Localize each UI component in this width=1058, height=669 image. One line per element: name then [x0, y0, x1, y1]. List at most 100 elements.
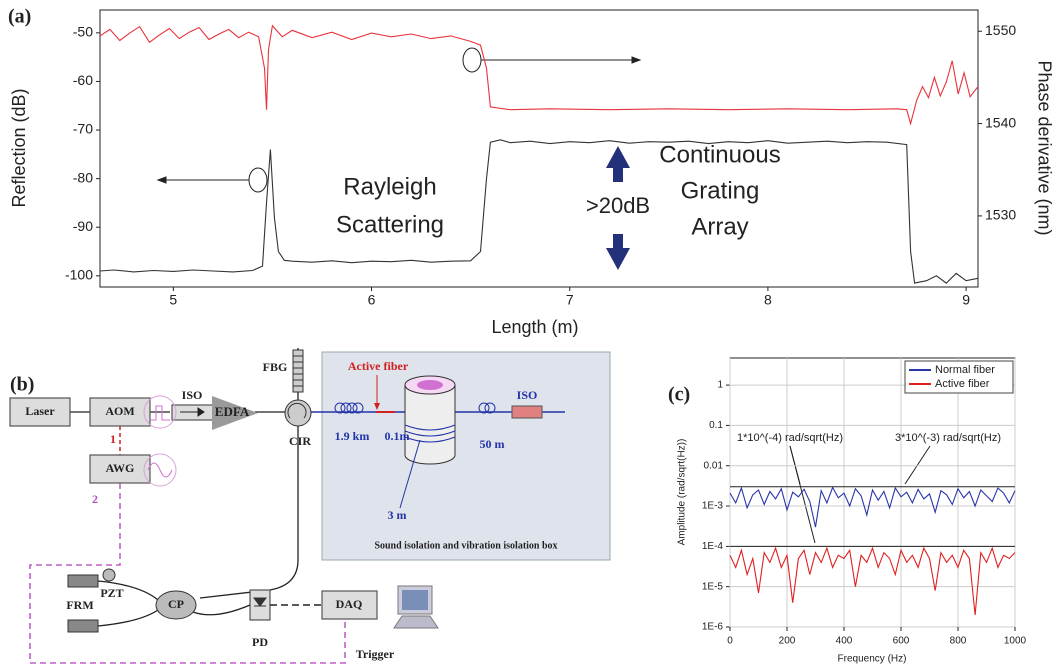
series-line [99, 24, 979, 126]
label: 1.9 km [335, 429, 370, 443]
x-tick-label: 1000 [1004, 636, 1027, 647]
label: Laser [25, 404, 55, 418]
frm [67, 619, 99, 633]
label: Active fiber [348, 359, 409, 373]
x-tick-label: 9 [962, 292, 970, 308]
y-tick-label: -70 [73, 121, 93, 137]
awg-box [89, 454, 151, 484]
circulator [284, 399, 312, 427]
y-axis-label: Amplitude (rad/sqrt(Hz)) [677, 439, 688, 546]
arrowhead [631, 56, 642, 64]
y2-tick-label: 1540 [985, 114, 1016, 130]
y-tick-label: 0.01 [704, 460, 724, 471]
panel-label: (a) [8, 6, 31, 28]
y2-axis-label: Phase derivative (nm) [1034, 60, 1054, 235]
marker-circle [248, 167, 268, 193]
legend-label: Active fiber [935, 378, 990, 390]
fiber-spool [334, 402, 496, 414]
plot-frame [99, 9, 979, 288]
x-axis-label: Frequency (Hz) [838, 654, 907, 665]
sine-icon [143, 453, 177, 487]
annotation: Scattering [336, 211, 444, 238]
fbg-grating [293, 355, 303, 387]
panel-c-arrows [789, 445, 931, 544]
annotation: Continuous [659, 141, 780, 168]
y-tick-label: -60 [73, 72, 93, 88]
label: 1 [110, 432, 116, 446]
annotation: >20dB [586, 193, 650, 218]
label: ISO [517, 388, 538, 402]
pointer-head [374, 403, 380, 410]
label: 3 m [388, 508, 407, 522]
label: FRM [66, 598, 93, 612]
x-tick-label: 5 [169, 292, 177, 308]
x-tick-label: 7 [566, 292, 574, 308]
caption: Sound isolation and vibration isolation … [374, 540, 557, 551]
label: FBG [263, 360, 288, 374]
y-tick-label: -90 [73, 218, 93, 234]
panel-label: (c) [668, 384, 690, 406]
fbg [292, 349, 304, 393]
label: Trigger [356, 647, 395, 661]
label: CP [168, 597, 184, 611]
x-tick-label: 8 [764, 292, 772, 308]
y-tick-label: -80 [73, 169, 93, 185]
label: AOM [105, 404, 134, 418]
y-tick-label: -50 [73, 24, 93, 40]
series-line [729, 486, 1016, 528]
fiber-cylinder [404, 375, 456, 465]
x-tick-label: 400 [836, 636, 853, 647]
label: EDFA [215, 404, 250, 419]
diode-symbol [253, 597, 267, 607]
label: 50 m [480, 437, 505, 451]
circulator-arrow [287, 402, 307, 419]
x-tick-label: 6 [368, 292, 376, 308]
computer-icon [393, 585, 439, 629]
series-line [99, 139, 979, 284]
y-tick-label: 0.1 [709, 420, 723, 431]
y-tick-label: 1E-4 [702, 541, 724, 552]
coupler [155, 590, 197, 620]
pulse-shape [150, 405, 170, 421]
panel-label: (b) [10, 374, 34, 396]
y2-tick-label: 1550 [985, 22, 1016, 38]
annotation: Grating [681, 177, 760, 204]
label: DAQ [336, 597, 363, 611]
x-tick-label: 800 [950, 636, 967, 647]
y2-tick-label: 1530 [985, 207, 1016, 223]
laser-box [9, 397, 71, 427]
label: PD [252, 635, 268, 649]
y-tick-label: 1E-6 [702, 622, 724, 633]
marker-circle [462, 47, 482, 73]
daq-box [321, 590, 378, 620]
arrowhead [156, 176, 167, 184]
frm [67, 574, 99, 588]
label: AWG [106, 461, 135, 475]
annotation: 1*10^(-4) rad/sqrt(Hz) [737, 432, 843, 444]
legend-box [904, 360, 1014, 394]
pointer [399, 439, 421, 509]
x-tick-label: 0 [727, 636, 733, 647]
label: ISO [182, 388, 203, 402]
y-tick-label: 1E-5 [702, 581, 724, 592]
label: CIR [289, 434, 311, 448]
isolation-box [321, 351, 611, 561]
double-arrow [606, 146, 630, 270]
setup-diagram: (b) Laser AOM ISO EDFA CIR FBG AWG [9, 348, 611, 664]
aom-box [89, 397, 151, 427]
y-tick-label: 1 [717, 380, 723, 391]
y-tick-label: 1E-3 [702, 501, 724, 512]
annotation: Rayleigh [343, 173, 436, 200]
drive-line [29, 483, 346, 664]
iso-arrow [180, 407, 205, 417]
y-axis-label: Reflection (dB) [9, 88, 29, 207]
x-axis-label: Length (m) [491, 317, 578, 337]
sine-shape [147, 462, 173, 478]
panel-a-annotations [156, 47, 642, 193]
label: 0.1m [385, 429, 410, 443]
pzt [102, 568, 116, 582]
label: 2 [92, 492, 98, 506]
annotation: Array [691, 213, 748, 240]
x-tick-label: 600 [893, 636, 910, 647]
